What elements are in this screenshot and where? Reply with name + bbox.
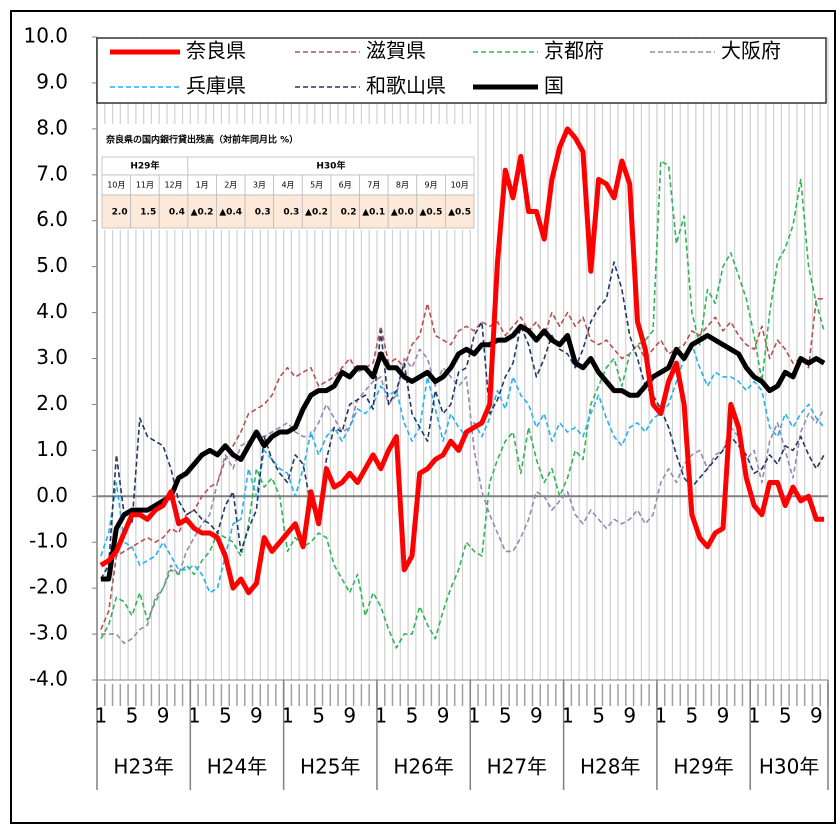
series-line [100, 323, 826, 582]
x-tick-label: 5 [126, 704, 139, 728]
x-tick-label: 5 [312, 704, 325, 728]
y-tick-label: 8.0 [36, 115, 68, 139]
x-tick-label: 5 [406, 704, 419, 728]
x-tick-label: 1 [95, 704, 108, 728]
table-value-cell [130, 194, 160, 229]
table-value: 0.3 [255, 208, 271, 218]
y-tick-label: 4.0 [36, 299, 68, 323]
table-value: ▲0.5 [420, 208, 443, 218]
x-tick-label: 9 [437, 704, 450, 728]
table-month: 12月 [164, 181, 182, 190]
x-tick-label: 9 [810, 704, 823, 728]
series-line [100, 343, 825, 594]
table-value: 1.5 [140, 208, 156, 218]
table-value-cell [187, 194, 217, 229]
x-tick-label: 5 [219, 704, 232, 728]
x-tick-label: 9 [717, 704, 730, 728]
table-value-cell [273, 194, 303, 229]
x-tick-label: 5 [499, 704, 512, 728]
y-tick-label: 6.0 [36, 207, 68, 231]
series-line [100, 298, 825, 630]
table-month: 9月 [425, 181, 438, 190]
table-value: ▲0.0 [391, 208, 414, 218]
table-month: 4月 [281, 181, 294, 190]
table-value: ▲0.1 [362, 208, 385, 218]
y-tick-label: -2.0 [29, 575, 68, 599]
x-tick-label: 9 [530, 704, 543, 728]
series-line [100, 160, 825, 649]
y-tick-label: -1.0 [29, 529, 68, 553]
year-label: H24年 [207, 755, 268, 779]
table-value: 0.2 [341, 208, 357, 218]
y-tick-label: 0.0 [36, 483, 68, 507]
x-tick-label: 9 [250, 704, 263, 728]
table-month: 10月 [107, 181, 125, 190]
table-group-label: H30年 [316, 160, 345, 172]
table-month: 8月 [396, 181, 409, 190]
table-month: 7月 [367, 181, 380, 190]
table-value: 0.4 [169, 208, 185, 218]
table-value-cell [158, 194, 189, 229]
table-month: 3月 [253, 181, 266, 190]
legend-label: 国 [544, 74, 564, 98]
y-tick-label: 7.0 [36, 161, 68, 185]
year-label: H30年 [759, 755, 820, 779]
year-label: H27年 [487, 755, 548, 779]
legend-label: 奈良県 [186, 39, 246, 63]
y-tick-label: -4.0 [29, 667, 68, 691]
x-tick-label: 5 [779, 704, 792, 728]
table-value-cell [330, 194, 360, 229]
year-label: H25年 [300, 755, 361, 779]
legend-label: 京都府 [544, 39, 604, 63]
series-line [99, 126, 825, 596]
y-tick-label: 2.0 [36, 391, 68, 415]
table-value-cell [216, 194, 246, 229]
year-label: H29年 [673, 755, 734, 779]
inset-title: 奈良県の国内銀行貸出残高（対前年同月比 %） [105, 134, 298, 146]
legend-label: 大阪府 [721, 39, 781, 63]
table-value-cell [359, 194, 389, 229]
year-label: H26年 [393, 755, 454, 779]
table-group-label: H29年 [130, 160, 159, 172]
table-value: 2.0 [112, 208, 128, 218]
year-label: H23年 [113, 755, 174, 779]
table-month: 11月 [136, 181, 154, 190]
table-value-cell [444, 194, 475, 229]
table-month: 10月 [451, 181, 469, 190]
y-tick-label: 10.0 [23, 24, 68, 48]
table-value: 0.3 [283, 208, 299, 218]
table-value: ▲0.5 [448, 208, 471, 218]
year-label: H28年 [580, 755, 641, 779]
x-tick-label: 9 [343, 704, 356, 728]
y-tick-label: 5.0 [36, 253, 68, 277]
table-value-cell [244, 194, 275, 229]
legend-label: 滋賀県 [366, 39, 426, 63]
table-value: ▲0.2 [191, 208, 214, 218]
table-value: ▲0.2 [305, 208, 328, 218]
legend-box [96, 37, 827, 104]
table-month: 1月 [196, 181, 209, 190]
x-tick-label: 9 [157, 704, 170, 728]
legend-label: 兵庫県 [186, 74, 246, 98]
x-tick-label: 5 [592, 704, 605, 728]
series-line [100, 348, 825, 645]
table-value: ▲0.4 [219, 208, 242, 218]
x-tick-label: 9 [623, 704, 636, 728]
y-tick-label: 9.0 [36, 69, 68, 93]
series-line [100, 261, 825, 580]
y-tick-label: -3.0 [29, 621, 68, 645]
legend-label: 和歌山県 [366, 74, 446, 98]
table-value-cell [301, 194, 332, 229]
x-tick-label: 5 [686, 704, 699, 728]
table-month: 5月 [310, 181, 323, 190]
y-tick-label: 1.0 [36, 437, 68, 461]
y-tick-label: 3.0 [36, 345, 68, 369]
table-value-cell [101, 194, 132, 229]
table-month: 6月 [339, 181, 352, 190]
table-month: 2月 [224, 181, 237, 190]
